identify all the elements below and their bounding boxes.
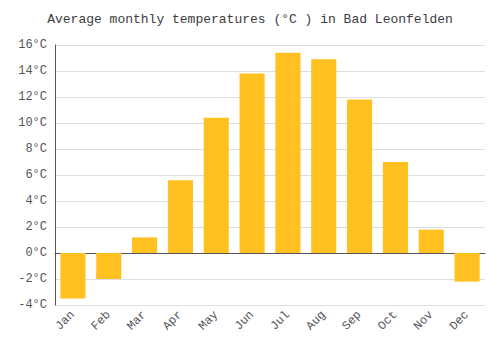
svg-text:Average monthly temperatures (: Average monthly temperatures (°C ) in Ba… [47,12,453,27]
svg-text:8°C: 8°C [25,142,47,156]
svg-text:14°C: 14°C [18,64,47,78]
svg-text:2°C: 2°C [25,220,47,234]
svg-text:0°C: 0°C [25,246,47,260]
svg-text:4°C: 4°C [25,194,47,208]
svg-text:Oct: Oct [375,308,400,333]
svg-text:-2°C: -2°C [18,272,47,286]
svg-text:Jul: Jul [268,308,293,333]
svg-text:Nov: Nov [411,308,436,333]
svg-text:Jun: Jun [232,308,257,333]
svg-text:6°C: 6°C [25,168,47,182]
svg-text:May: May [196,308,221,333]
svg-text:Mar: Mar [124,308,149,333]
svg-text:Feb: Feb [89,308,114,333]
svg-text:10°C: 10°C [18,116,47,130]
svg-text:Aug: Aug [304,308,329,333]
svg-text:-4°C: -4°C [18,298,47,312]
svg-text:Sep: Sep [339,308,364,333]
svg-text:Dec: Dec [447,308,472,333]
svg-text:Jan: Jan [53,308,78,333]
svg-text:Apr: Apr [160,308,185,333]
svg-text:12°C: 12°C [18,90,47,104]
svg-text:16°C: 16°C [18,38,47,52]
